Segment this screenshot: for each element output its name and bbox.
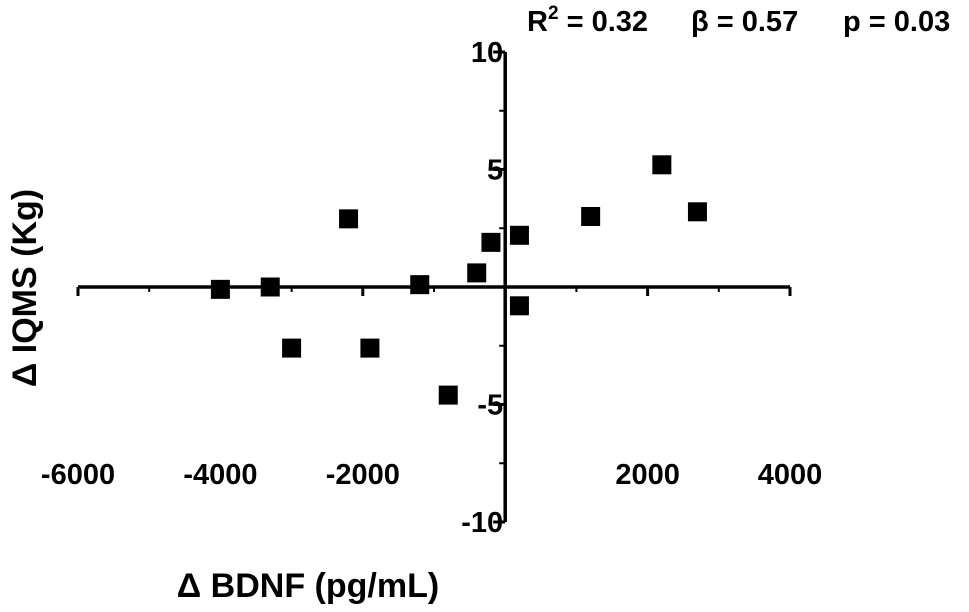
x-tick-label: 4000	[758, 459, 823, 491]
tick-labels: -6000 -4000 -2000 2000 4000 10 5 -5 -10	[41, 37, 822, 539]
y-tick-label: -5	[477, 390, 503, 422]
data-point	[509, 225, 529, 245]
data-point	[467, 263, 487, 283]
x-tick-label: -2000	[326, 459, 400, 491]
x-tick-label: -4000	[183, 459, 257, 491]
data-point	[360, 338, 380, 358]
r2-annotation: R2 = 0.32	[527, 3, 648, 38]
y-tick-label: 5	[487, 155, 503, 187]
x-axis-title: Δ BDNF (pg/mL)	[177, 567, 439, 605]
x-tick-label: -6000	[41, 459, 115, 491]
data-point	[339, 209, 359, 229]
data-point	[652, 155, 672, 175]
x-tick-label: 2000	[615, 459, 680, 491]
beta-annotation: β = 0.57	[691, 6, 798, 38]
y-axis-title: Δ IQMS (Kg)	[6, 189, 44, 387]
data-point	[210, 279, 230, 299]
data-point	[282, 338, 302, 358]
data-point	[481, 232, 501, 252]
p-value-annotation: p = 0.03	[843, 6, 950, 38]
data-point	[687, 202, 707, 222]
data-point	[410, 275, 430, 295]
data-points	[210, 155, 707, 405]
data-point	[581, 207, 601, 226]
stats-annotation: R2 = 0.32 β = 0.57 p = 0.03	[527, 3, 950, 38]
y-tick-label: -10	[461, 507, 503, 539]
data-point	[260, 277, 280, 297]
data-point	[509, 296, 529, 316]
y-tick-label: 10	[471, 37, 503, 69]
data-point	[438, 385, 458, 405]
